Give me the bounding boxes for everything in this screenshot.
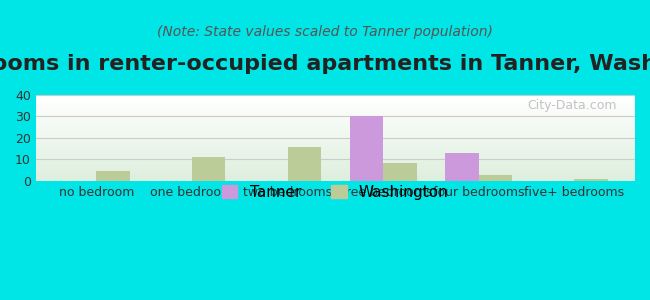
Bar [36,135,635,136]
Bar [36,114,635,115]
Bar [36,109,635,110]
Bar [36,111,635,112]
Bar [36,120,635,121]
Bar [36,154,635,155]
Bar [36,107,635,108]
Bar [575,179,608,181]
Bar [36,157,635,158]
Bar [36,118,635,119]
Bar [36,136,635,137]
Bar [36,116,635,117]
Bar [36,150,635,151]
Bar [96,171,130,181]
Text: (Note: State values scaled to Tanner population): (Note: State values scaled to Tanner pop… [157,25,493,39]
Bar [36,161,635,162]
Bar [36,179,635,180]
Bar [36,171,635,172]
Text: City-Data.com: City-Data.com [528,99,617,112]
Bar [36,174,635,175]
Bar [36,139,635,140]
Bar [36,168,635,169]
Bar [36,142,635,143]
Bar [36,153,635,154]
Bar [36,145,635,146]
Bar [36,156,635,157]
Bar [383,163,417,181]
Bar [36,126,635,127]
Bar [36,104,635,105]
Bar [192,157,226,181]
Bar [36,121,635,122]
Bar [36,169,635,170]
Bar [36,96,635,97]
Bar [36,117,635,118]
Bar [36,167,635,168]
Bar [36,175,635,176]
Bar [36,134,635,135]
Bar [287,146,321,181]
Bar [36,172,635,173]
Bar [36,146,635,147]
Bar [36,103,635,104]
Bar [36,102,635,103]
Bar [36,176,635,177]
Bar [36,137,635,138]
Bar [36,108,635,109]
Bar [36,160,635,161]
Title: Bedrooms in renter-occupied apartments in Tanner, Washington: Bedrooms in renter-occupied apartments i… [0,54,650,74]
Bar [36,177,635,178]
Bar [36,162,635,163]
Bar [350,116,383,181]
Bar [36,141,635,142]
Bar [36,133,635,134]
Bar [36,165,635,166]
Bar [36,99,635,100]
Bar [36,113,635,114]
Bar [36,128,635,129]
Bar [36,170,635,171]
Bar [36,144,635,145]
Bar [36,119,635,120]
Bar [36,95,635,96]
Bar [445,153,479,181]
Bar [36,122,635,123]
Bar [36,130,635,131]
Bar [36,164,635,165]
Bar [36,129,635,130]
Bar [36,106,635,107]
Bar [36,138,635,139]
Bar [36,158,635,159]
Bar [36,112,635,113]
Bar [36,159,635,160]
Bar [36,148,635,149]
Bar [36,180,635,181]
Bar [36,97,635,98]
Bar [479,176,512,181]
Bar [36,173,635,174]
Bar [36,178,635,179]
Bar [36,98,635,99]
Bar [36,166,635,167]
Bar [36,155,635,156]
Bar [36,151,635,152]
Bar [36,149,635,150]
Bar [36,132,635,133]
Bar [36,105,635,106]
Legend: Tanner, Washington: Tanner, Washington [216,178,455,206]
Bar [36,110,635,111]
Bar [36,101,635,102]
Bar [36,163,635,164]
Bar [36,123,635,124]
Bar [36,152,635,153]
Bar [36,140,635,141]
Bar [36,131,635,132]
Bar [36,147,635,148]
Bar [36,115,635,116]
Bar [36,100,635,101]
Bar [36,124,635,125]
Bar [36,143,635,144]
Bar [36,125,635,126]
